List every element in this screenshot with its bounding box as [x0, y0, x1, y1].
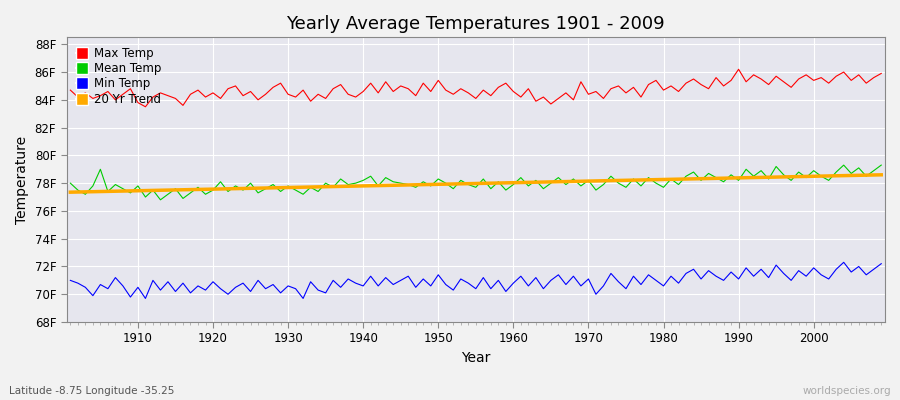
Text: Latitude -8.75 Longitude -35.25: Latitude -8.75 Longitude -35.25 [9, 386, 175, 396]
Legend: Max Temp, Mean Temp, Min Temp, 20 Yr Trend: Max Temp, Mean Temp, Min Temp, 20 Yr Tre… [71, 42, 166, 110]
X-axis label: Year: Year [461, 351, 491, 365]
Title: Yearly Average Temperatures 1901 - 2009: Yearly Average Temperatures 1901 - 2009 [286, 15, 665, 33]
Y-axis label: Temperature: Temperature [15, 136, 29, 224]
Text: worldspecies.org: worldspecies.org [803, 386, 891, 396]
